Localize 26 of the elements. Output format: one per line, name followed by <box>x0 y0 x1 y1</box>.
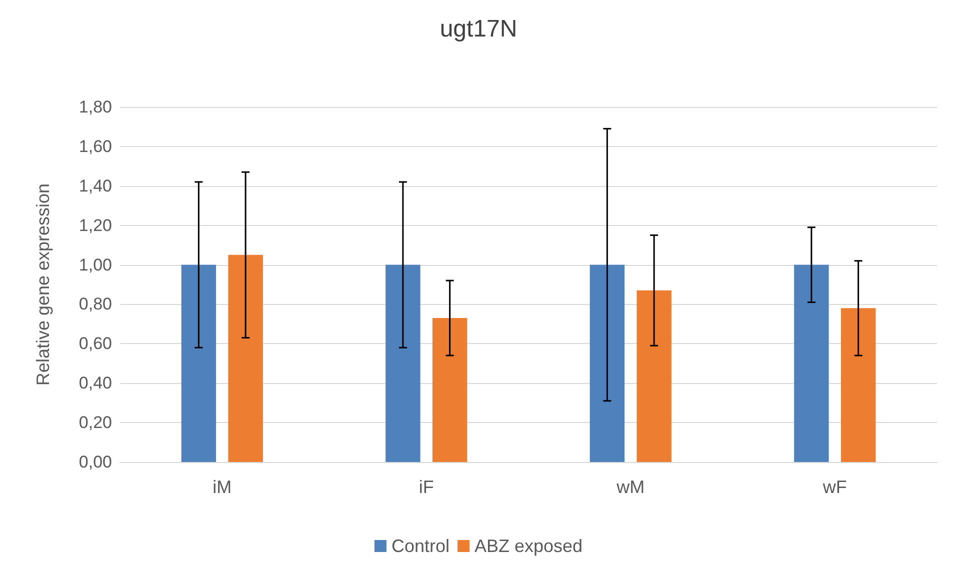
x-tick-label: wM <box>616 477 645 497</box>
y-tick-label: 1,80 <box>78 98 112 116</box>
x-tick-label: wF <box>822 477 847 497</box>
y-tick-label: 0,80 <box>78 294 112 314</box>
y-axis-title: Relative gene expression <box>33 183 53 386</box>
x-tick-label: iM <box>212 477 232 497</box>
bar <box>432 318 468 462</box>
bar <box>590 264 625 462</box>
legend-label: Control <box>391 536 450 556</box>
bar <box>228 254 263 462</box>
y-tick-label: 0,20 <box>78 413 112 432</box>
bar <box>840 308 876 462</box>
y-tick-label: 1,60 <box>78 136 112 156</box>
bar <box>794 264 829 462</box>
y-tick-label: 0,40 <box>78 374 112 393</box>
legend-label: ABZ exposed <box>474 536 583 556</box>
y-tick-label: 0,60 <box>78 334 112 354</box>
bar <box>386 264 420 462</box>
x-tick-label: iF <box>418 477 434 497</box>
y-tick-label: 1,20 <box>78 216 112 235</box>
y-tick-label: 1,00 <box>78 255 112 274</box>
bar <box>636 290 672 462</box>
y-tick-label: 1,40 <box>78 176 112 196</box>
chart-title: ugt17N <box>440 16 518 42</box>
y-tick-label: 0,00 <box>78 452 112 472</box>
bar <box>181 264 216 462</box>
